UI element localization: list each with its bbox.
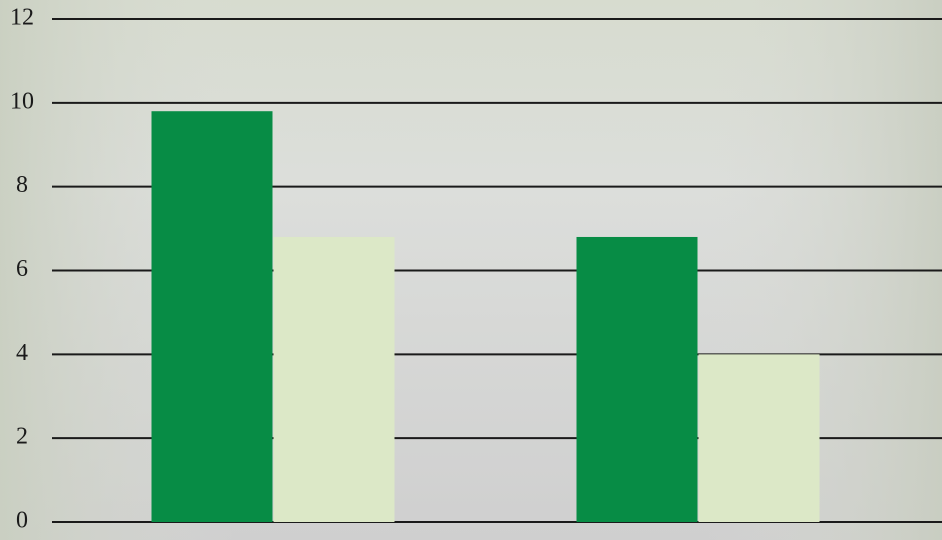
- page: 024681012 (() => { const data = JSON.par…: [0, 0, 942, 540]
- y-tick-label: 2: [16, 424, 28, 450]
- y-tick-label: 10: [10, 88, 34, 114]
- y-tick-label: 4: [16, 340, 28, 366]
- bar: [577, 237, 698, 522]
- chart: 0 2 4 6 8 10 12: [0, 0, 942, 540]
- y-tick-label: 12: [10, 5, 34, 31]
- bar: [699, 354, 820, 522]
- y-tick-label: 0: [16, 508, 28, 534]
- bar: [152, 111, 273, 522]
- y-tick-label: 8: [16, 172, 28, 198]
- y-tick-label: 6: [16, 256, 28, 282]
- bar: [274, 237, 395, 522]
